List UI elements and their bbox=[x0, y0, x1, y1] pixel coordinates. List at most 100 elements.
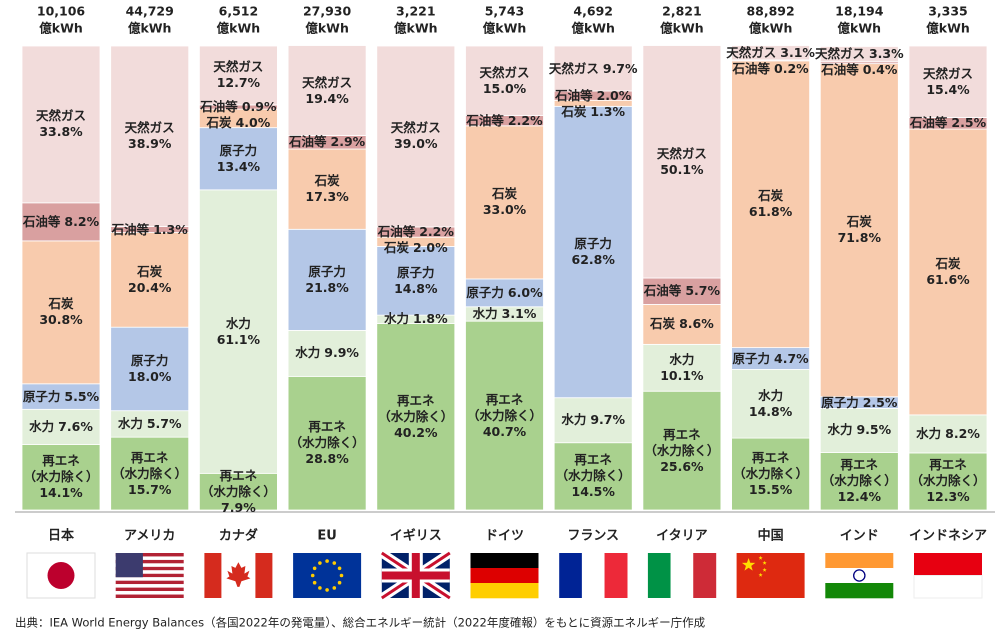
bar-segment bbox=[731, 60, 810, 349]
bar-segment bbox=[287, 148, 367, 230]
segment-value: 9.7% bbox=[602, 60, 638, 76]
segment-label: 水力 7.6% bbox=[1, 419, 121, 435]
segment-name: 石炭 bbox=[491, 186, 517, 202]
flag-band bbox=[604, 553, 628, 598]
segment-label: 石油等 5.7% bbox=[622, 283, 742, 299]
segment-name: 天然ガス bbox=[213, 59, 264, 75]
segment-label: 再エネ （水力除く） 25.6% bbox=[622, 427, 742, 475]
segment-name: 石油等 bbox=[289, 134, 327, 150]
flag-band bbox=[825, 553, 894, 569]
segment-label: 天然ガス 12.7% bbox=[178, 59, 298, 91]
segment-value: 2.2% bbox=[419, 224, 454, 240]
flag-star bbox=[312, 566, 317, 571]
segment-label: 石炭 4.0% bbox=[178, 115, 298, 131]
segment-label: 石炭 61.6% bbox=[888, 256, 1003, 288]
flag-band bbox=[470, 583, 539, 599]
segment-name: 石炭 bbox=[650, 316, 676, 332]
segment-value: 1.3% bbox=[590, 103, 626, 119]
bar-segment bbox=[819, 46, 899, 63]
segment-label: 石炭 20.4% bbox=[90, 264, 210, 296]
segment-value: 1.8% bbox=[412, 311, 448, 327]
segment-name: 石油等 bbox=[111, 221, 150, 237]
segment-label: 原子力 6.0% bbox=[445, 285, 565, 301]
segment-value: 50.1% bbox=[660, 161, 704, 177]
segment-name: 天然ガス bbox=[479, 64, 530, 80]
x-tick-label: イタリア bbox=[656, 529, 707, 544]
flag-band bbox=[470, 553, 539, 569]
total-unit: 億kWh bbox=[305, 21, 349, 36]
segment-value: 0.2% bbox=[774, 60, 809, 76]
segment-value: 7.9% bbox=[221, 499, 256, 515]
segment-value: 21.8% bbox=[305, 279, 349, 295]
flag-band bbox=[913, 575, 983, 599]
segment-label: 水力 3.1% bbox=[445, 306, 565, 322]
segment-label: 水力 14.8% bbox=[711, 388, 831, 420]
segment-value: 10.1% bbox=[660, 367, 704, 383]
bar-segment bbox=[642, 343, 722, 392]
segment-label: 天然ガス 38.9% bbox=[90, 120, 210, 152]
x-tick-label: EU bbox=[317, 529, 336, 544]
segment-label: 再エネ （水力除く） 14.1% bbox=[1, 453, 121, 501]
flag bbox=[559, 553, 628, 598]
x-tick-label: インドネシア bbox=[909, 529, 987, 544]
flag-star bbox=[337, 566, 342, 571]
flag-band bbox=[825, 568, 894, 584]
segment-name: 石油等 bbox=[821, 62, 859, 78]
flag-star bbox=[325, 559, 329, 563]
segment-value: 61.6% bbox=[926, 271, 970, 287]
total-label: 3,221 bbox=[396, 4, 436, 19]
x-tick-label: ドイツ bbox=[485, 529, 524, 544]
total-unit: 億kWh bbox=[660, 21, 704, 36]
segment-name: 石油等 bbox=[466, 112, 504, 128]
total-unit: 億kWh bbox=[217, 21, 261, 36]
flag-star bbox=[337, 580, 342, 585]
bar-segment bbox=[553, 105, 633, 399]
segment-name: 原子力 bbox=[308, 263, 346, 279]
segment-name: 水力 bbox=[669, 351, 695, 367]
flag-star bbox=[762, 560, 767, 565]
flag-band bbox=[670, 553, 694, 598]
flag-band bbox=[647, 553, 671, 598]
segment-name: 再エネ （水力除く） bbox=[733, 450, 809, 482]
segment-value: 33.0% bbox=[482, 202, 527, 218]
bar-segment bbox=[731, 369, 810, 439]
bar-segment bbox=[642, 45, 722, 279]
segment-name: 石炭 bbox=[137, 263, 163, 279]
segment-label: 再エネ （水力除く） 40.2% bbox=[356, 393, 476, 441]
segment-label: 石炭 71.8% bbox=[799, 214, 919, 246]
bar-segment bbox=[376, 246, 456, 316]
segment-label: 再エネ （水力除く） 28.8% bbox=[267, 419, 387, 467]
segment-value: 14.1% bbox=[39, 485, 83, 501]
flag-star bbox=[318, 561, 322, 565]
segment-label: 水力 1.8% bbox=[356, 311, 476, 327]
segment-name: 天然ガス bbox=[124, 120, 175, 136]
segment-name: 石炭 bbox=[846, 214, 872, 230]
flag bbox=[26, 552, 96, 599]
total-label: 27,930 bbox=[303, 4, 352, 19]
bar-segment bbox=[819, 407, 899, 453]
segment-value: 61.8% bbox=[748, 204, 793, 220]
flag bbox=[379, 549, 453, 602]
segment-value: 6.0% bbox=[507, 284, 543, 300]
bar-segment bbox=[198, 472, 278, 511]
segment-name: 天然ガス bbox=[922, 65, 973, 81]
segment-name: 再エネ （水力除く） bbox=[23, 453, 99, 485]
flag-star bbox=[758, 572, 763, 577]
bar-segment bbox=[376, 45, 456, 228]
segment-value: 2.5% bbox=[951, 115, 987, 131]
segment-name: 石油等 bbox=[377, 224, 416, 240]
bar-segment bbox=[110, 232, 190, 328]
total-unit: 億kWh bbox=[571, 21, 615, 36]
segment-label: 水力 8.2% bbox=[888, 426, 1003, 442]
segment-value: 15.5% bbox=[748, 482, 793, 498]
segment-label: 石油等 2.0% bbox=[533, 88, 653, 104]
segment-value: 13.4% bbox=[216, 158, 261, 174]
segment-value: 2.2% bbox=[507, 112, 543, 128]
segment-label: 天然ガス 3.3% bbox=[799, 46, 919, 62]
segment-label: 再エネ （水力除く） 40.7% bbox=[445, 392, 565, 440]
segment-value: 12.4% bbox=[837, 489, 881, 505]
segment-value: 2.9% bbox=[330, 134, 366, 150]
segment-name: 原子力 bbox=[219, 142, 258, 158]
bar-segment bbox=[731, 45, 810, 61]
